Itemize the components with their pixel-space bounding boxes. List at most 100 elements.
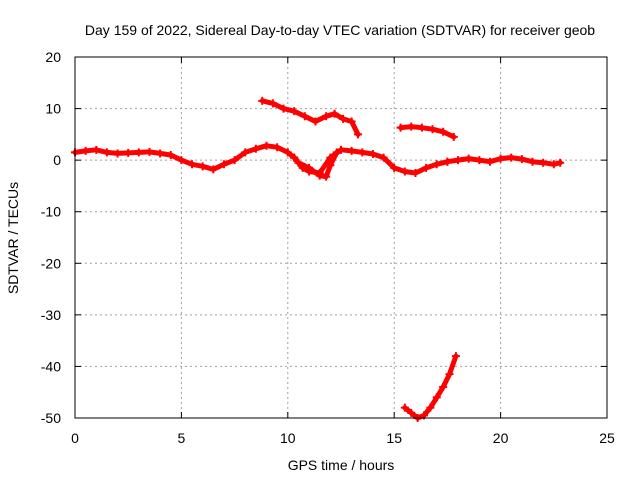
- data-point: [464, 154, 473, 163]
- series-trace: [72, 143, 297, 172]
- data-point: [454, 156, 463, 165]
- data-point: [273, 143, 282, 152]
- y-tick-label: 20: [45, 49, 61, 65]
- data-point: [439, 127, 448, 136]
- data-point: [251, 144, 260, 153]
- data-point: [426, 403, 435, 412]
- data-point: [188, 160, 197, 169]
- data-point: [390, 163, 399, 172]
- data-point: [449, 132, 458, 141]
- data-point: [113, 149, 122, 158]
- data-point: [315, 171, 324, 180]
- data-point: [439, 383, 448, 392]
- data-point: [428, 125, 437, 134]
- data-point: [485, 157, 494, 166]
- data-point: [290, 153, 299, 162]
- data-point: [407, 122, 416, 131]
- data-point: [400, 403, 409, 412]
- x-tick-label: 10: [280, 430, 296, 446]
- data-point: [198, 162, 207, 171]
- data-point: [326, 161, 335, 170]
- x-tick-label: 0: [71, 430, 79, 446]
- data-point: [92, 145, 101, 154]
- data-point: [475, 156, 484, 165]
- x-tick-label: 20: [493, 430, 509, 446]
- data-point: [443, 157, 452, 166]
- data-point: [311, 117, 320, 126]
- data-point: [407, 408, 416, 417]
- data-point: [305, 163, 314, 172]
- data-point: [219, 160, 228, 169]
- data-point: [400, 167, 409, 176]
- data-point: [262, 141, 271, 150]
- data-point: [347, 146, 356, 155]
- data-point: [507, 153, 516, 162]
- data-point: [134, 148, 143, 157]
- data-point: [124, 148, 133, 157]
- data-point: [417, 123, 426, 132]
- data-point: [337, 145, 345, 154]
- data-point: [283, 148, 292, 157]
- data-point: [354, 130, 363, 139]
- data-point: [517, 155, 526, 164]
- series-main-trace: [71, 141, 299, 174]
- axes: 0 5 10 15 20 25 -50 -40 -30 -20 -10 0 10 20: [41, 49, 615, 446]
- data-point: [209, 165, 218, 174]
- data-point: [539, 158, 548, 167]
- data-point: [300, 112, 309, 121]
- data-point: [339, 114, 348, 123]
- x-tick-label: 25: [599, 430, 615, 446]
- data-point: [528, 157, 537, 166]
- data-point: [422, 163, 431, 172]
- data-point: [549, 160, 558, 169]
- y-tick-label: -50: [41, 410, 61, 426]
- data-point: [145, 147, 154, 156]
- data-point: [290, 107, 299, 116]
- data-point: [396, 123, 405, 132]
- series-right-arc: [396, 122, 458, 141]
- data-point: [81, 146, 90, 155]
- data-point: [332, 148, 341, 157]
- series-late-trace: [443, 153, 565, 169]
- data-point: [230, 156, 239, 165]
- series-upper-arc: [258, 96, 363, 139]
- y-tick-label: -10: [41, 204, 61, 220]
- y-tick-label: -40: [41, 358, 61, 374]
- data-point: [258, 96, 267, 105]
- data-point: [156, 149, 165, 158]
- data-point: [432, 393, 441, 402]
- data-point: [379, 153, 388, 162]
- data-point: [177, 156, 186, 165]
- data-point: [241, 148, 250, 157]
- data-point: [166, 150, 175, 159]
- plot-frame: [74, 56, 608, 419]
- x-tick-label: 15: [386, 430, 402, 446]
- data-point: [451, 352, 460, 361]
- data-point: [556, 158, 565, 167]
- data-point: [358, 148, 367, 157]
- data-series: [71, 96, 565, 422]
- grid-lines: [75, 57, 607, 418]
- y-tick-label: 10: [45, 101, 61, 117]
- chart-title: Day 159 of 2022, Sidereal Day-to-day VTE…: [85, 22, 595, 38]
- data-point: [294, 158, 303, 167]
- y-tick-label: 0: [53, 152, 61, 168]
- data-point: [347, 117, 356, 126]
- data-point: [322, 112, 331, 121]
- data-point: [445, 370, 454, 379]
- data-point: [432, 160, 441, 169]
- y-axis-label: SDTVAR / TECUs: [5, 182, 21, 294]
- y-tick-label: -20: [41, 255, 61, 271]
- x-axis-label: GPS time / hours: [288, 457, 395, 473]
- series-deep-dip: [400, 352, 460, 422]
- data-point: [322, 172, 331, 181]
- y-tick-label: -30: [41, 307, 61, 323]
- data-point: [102, 148, 111, 157]
- data-point: [330, 109, 339, 118]
- data-point: [279, 104, 288, 113]
- data-point: [411, 169, 420, 178]
- x-tick-label: 5: [178, 430, 186, 446]
- data-point: [368, 149, 377, 158]
- data-point: [496, 154, 505, 163]
